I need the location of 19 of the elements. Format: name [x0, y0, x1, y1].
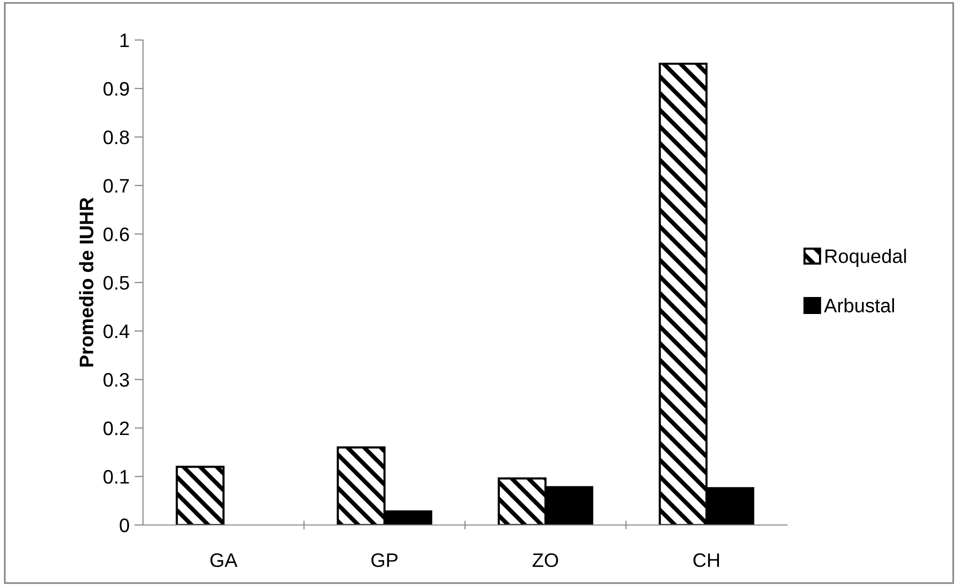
- y-tick-label: 0.4: [104, 324, 130, 338]
- x-tick-label: ZO: [532, 553, 558, 568]
- y-axis-title: Promedio de IUHR: [79, 198, 94, 367]
- x-tick-label: GP: [371, 553, 398, 568]
- x-tick-label: GA: [210, 553, 238, 568]
- y-tick-label: 0.2: [104, 421, 129, 436]
- y-tick-label: 1: [120, 34, 129, 48]
- y-tick-label: 0: [120, 518, 130, 532]
- x-tick-label: CH: [693, 553, 719, 568]
- y-tick-label: 0.7: [104, 178, 129, 193]
- y-tick-label: 0.3: [104, 372, 129, 387]
- y-tick-label: 0.1: [104, 470, 129, 484]
- legend-label: Roquedal: [826, 248, 906, 267]
- y-tick-label: 0.8: [104, 130, 129, 144]
- y-tick-label: 0.9: [104, 82, 129, 96]
- y-tick-label: 0.5: [104, 276, 129, 290]
- bar: [176, 466, 225, 525]
- legend-label: Arbustal: [824, 298, 894, 312]
- y-tick-label: 0.6: [104, 227, 129, 242]
